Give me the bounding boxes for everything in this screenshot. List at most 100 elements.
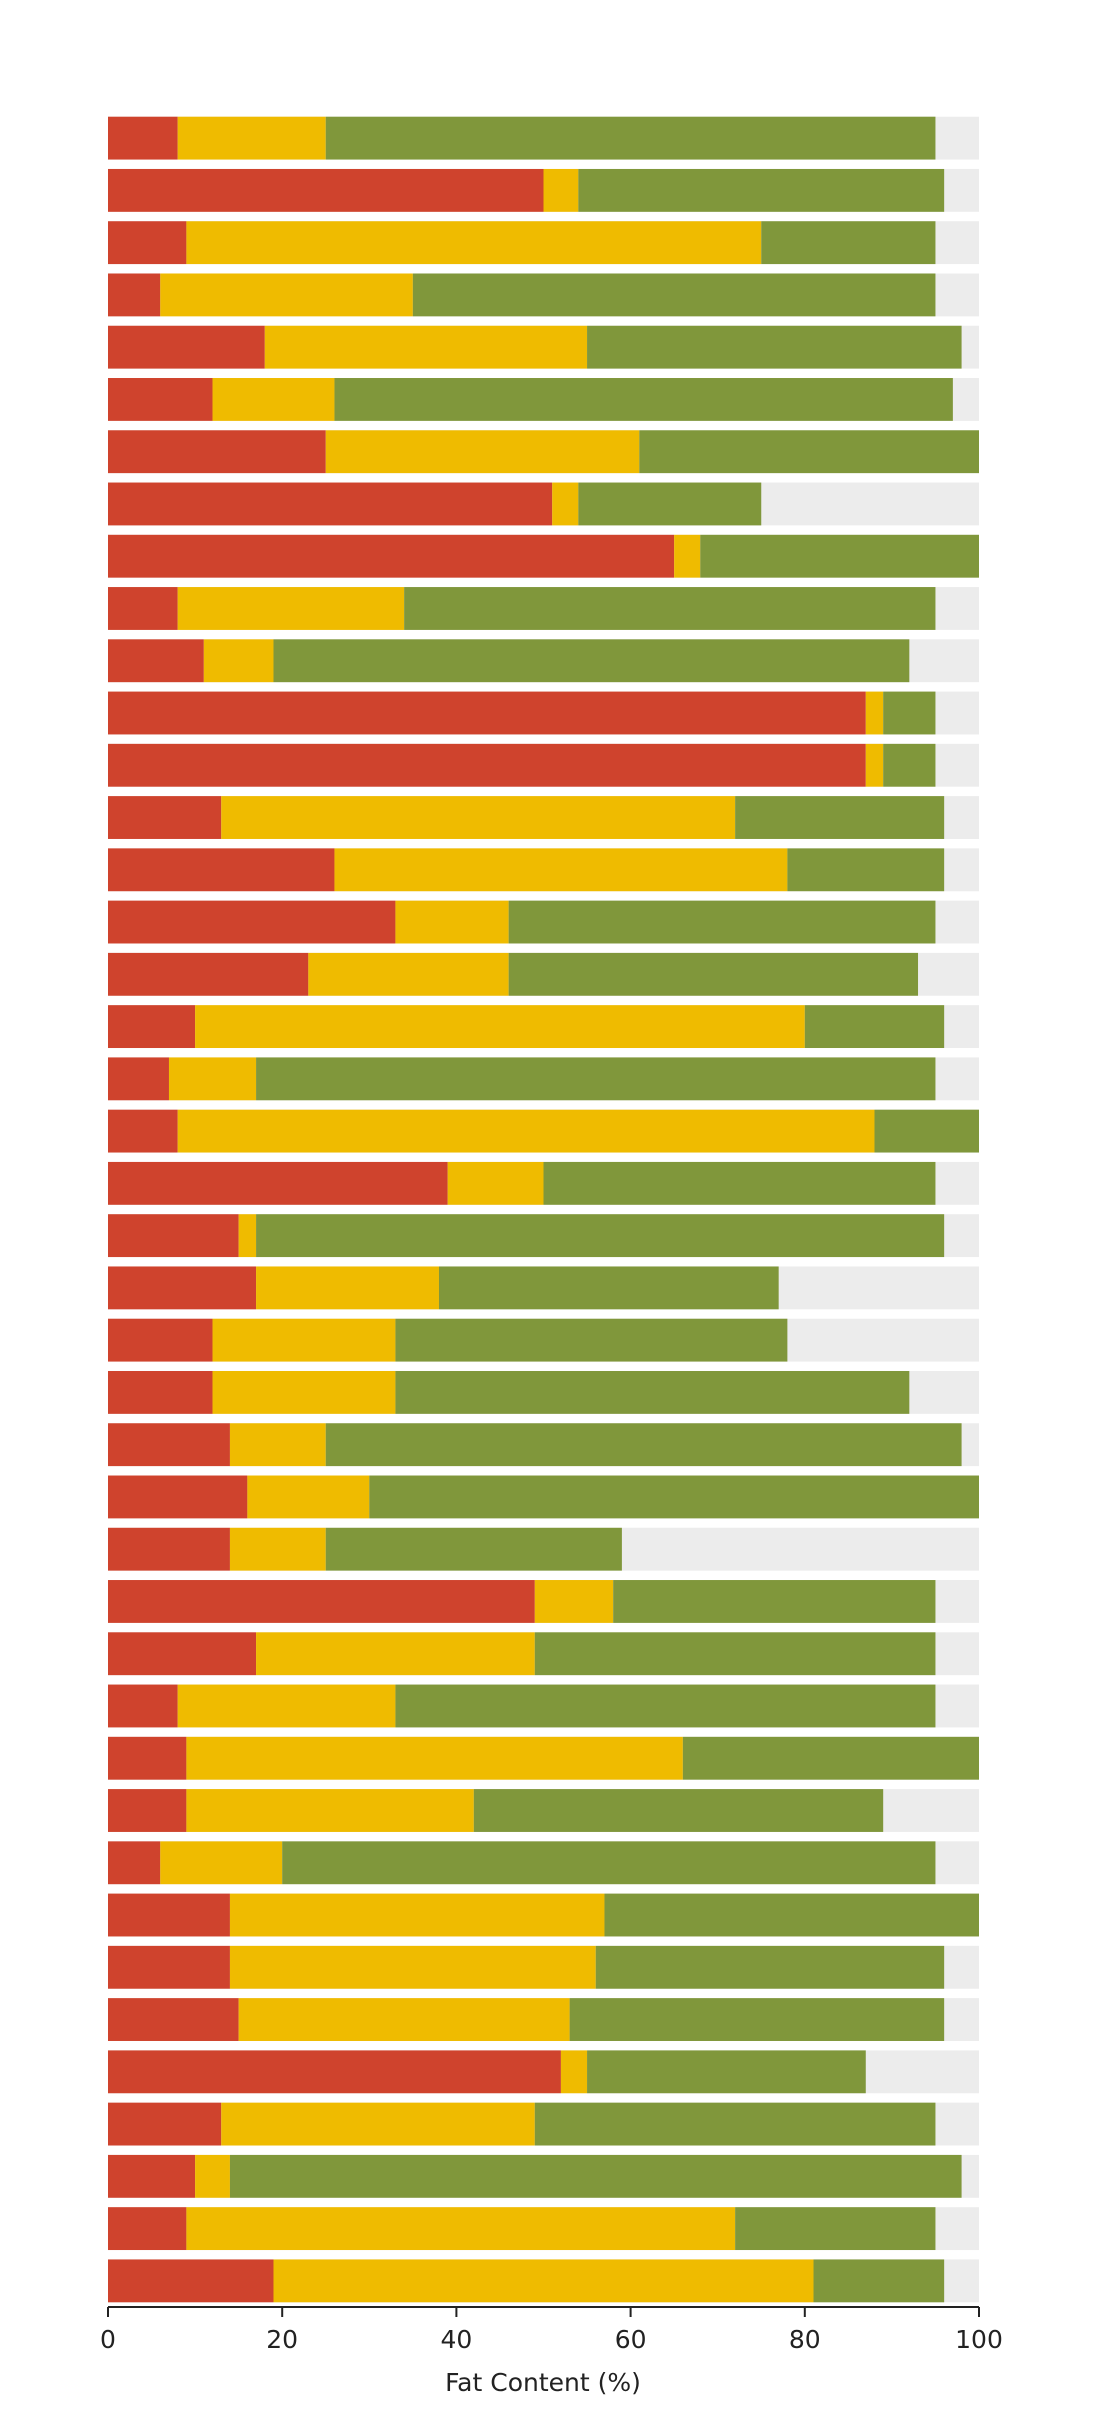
bar-segment [108, 221, 187, 265]
bar-segment [186, 1789, 474, 1832]
bar-segment [229, 1423, 326, 1467]
bar-segment [438, 1266, 779, 1310]
bar-segment [108, 534, 675, 578]
bar-segment [595, 1945, 945, 1989]
bar-segment [108, 482, 553, 526]
bar-segment [186, 2207, 736, 2251]
bar-segment [508, 900, 936, 944]
bar-segment [256, 1632, 535, 1676]
bar-segment [238, 1998, 570, 2041]
bar-segment [108, 1161, 448, 1205]
bar-segment [229, 2154, 962, 2198]
bar-segment [212, 1318, 396, 1362]
bar-segment [108, 1423, 230, 1467]
bar-segment [369, 1475, 979, 1519]
bar-segment [543, 1161, 936, 1205]
bar-segment [761, 221, 936, 265]
bar-segment [108, 273, 161, 317]
bar-segment [325, 1527, 622, 1571]
bar-segment [108, 1475, 248, 1519]
bar-segment [177, 587, 405, 630]
bar-segment [534, 1580, 614, 1623]
x-tick-label: 20 [266, 2325, 298, 2354]
bar-segment [804, 1005, 945, 1049]
bar-segment [813, 2259, 945, 2303]
bar-segment [108, 1945, 230, 1989]
bar-segment [108, 848, 335, 892]
x-tick-label: 0 [100, 2325, 116, 2354]
bar-segment [412, 273, 936, 317]
bar-segment [256, 1057, 936, 1101]
bar-segment [473, 1789, 884, 1832]
bar-segment [613, 1580, 936, 1623]
bar-segment [108, 2259, 274, 2303]
bar-segment [108, 1005, 196, 1049]
bar-segment [221, 796, 736, 839]
bar-segment [212, 378, 335, 421]
bar-segment [282, 1841, 936, 1885]
bar-segment [108, 639, 204, 683]
bar-segment [108, 691, 866, 735]
bar-segment [186, 221, 762, 265]
bar-segment [552, 482, 579, 526]
bar-segment [177, 1109, 875, 1153]
bar-segment [334, 848, 788, 892]
bar-segment [229, 1893, 605, 1937]
bar-segment [395, 900, 509, 944]
bar-segment [108, 116, 178, 160]
bar-segment [195, 1005, 805, 1049]
x-tick-label: 60 [615, 2325, 647, 2354]
bar-segment [604, 1893, 979, 1937]
bar-segment [108, 2207, 187, 2251]
bar-segment [108, 1214, 239, 1258]
bar-segment [256, 1214, 945, 1258]
bar-segment [186, 1736, 683, 1780]
bar-segment [212, 1370, 396, 1414]
bar-segment [108, 168, 544, 212]
x-tick-label: 100 [955, 2325, 1003, 2354]
bar-segment [108, 587, 178, 630]
bar-segment [177, 116, 326, 160]
bar-segment [874, 1109, 979, 1153]
bar-segment [160, 1841, 283, 1885]
bar-segment [404, 587, 936, 630]
bar-segment [534, 2102, 936, 2146]
bar-segment [108, 1370, 213, 1414]
x-tick-label: 40 [440, 2325, 472, 2354]
bar-segment [108, 1841, 161, 1885]
bar-segment [534, 1632, 936, 1676]
bar-segment [108, 2050, 561, 2094]
bar-segment [108, 1266, 257, 1310]
bar-segment [682, 1736, 979, 1780]
bar-segment [177, 1684, 396, 1728]
bar-segment [108, 952, 309, 996]
bar-segment [883, 691, 936, 735]
x-axis-label: Fat Content (%) [445, 2368, 641, 2397]
bar-segment [221, 2102, 535, 2146]
bar-segment [229, 1945, 596, 1989]
bar-segment [108, 796, 222, 839]
bar-segment [108, 1109, 178, 1153]
bar-segment [108, 900, 396, 944]
bar-segment [108, 1789, 187, 1832]
bar-segment [334, 378, 953, 421]
bar-segment [247, 1475, 370, 1519]
bar-segment [787, 848, 945, 892]
bar-segment [108, 2102, 222, 2146]
bar-segment [108, 743, 866, 787]
bar-segment [108, 1632, 257, 1676]
bar-segment [238, 1214, 257, 1258]
bar-segment [569, 1998, 945, 2041]
bar-segment [108, 378, 213, 421]
bar-segment [168, 1057, 257, 1101]
bar-segment [108, 2154, 196, 2198]
bar-segment [395, 1684, 936, 1728]
bar-segment [264, 325, 588, 369]
bar-segment [325, 116, 936, 160]
bar-segment [108, 1736, 187, 1780]
bar-segment [108, 430, 326, 474]
bar-segment [578, 482, 762, 526]
bar-segment [447, 1161, 544, 1205]
bar-segment [674, 534, 701, 578]
